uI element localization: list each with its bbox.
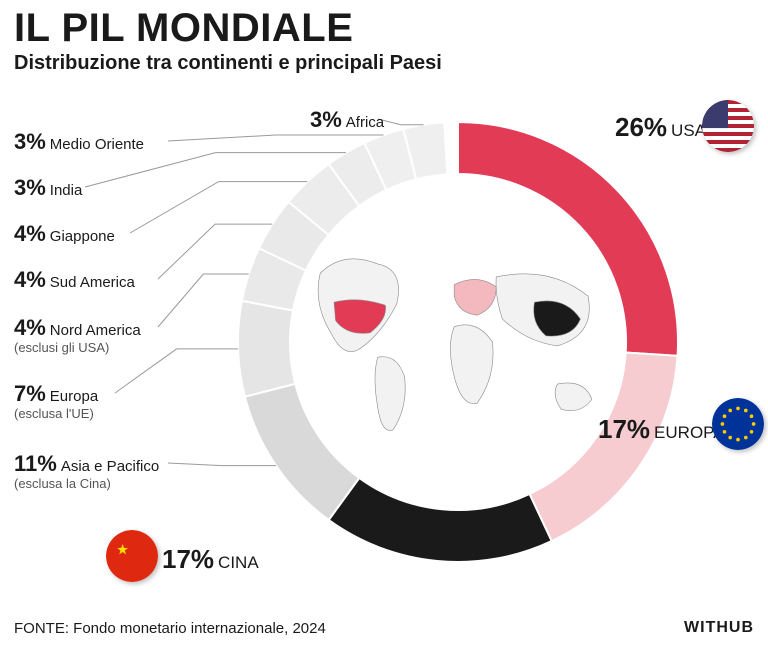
pct-value: 4%	[14, 221, 46, 246]
pct-name: CINA	[218, 553, 259, 572]
pct-name: Medio Oriente	[50, 136, 144, 153]
pct-value: 3%	[14, 129, 46, 154]
pct-value: 4%	[14, 267, 46, 292]
pct-name: Europa	[50, 388, 98, 405]
small-label-africa: 3%Africa	[310, 108, 384, 132]
small-label-sudam: 4%Sud America	[14, 268, 135, 292]
leader-line	[158, 274, 249, 327]
pct-name: Africa	[346, 114, 384, 131]
big-label-cina: 17%CINA	[162, 544, 259, 575]
pct-value: 7%	[14, 381, 46, 406]
page-subtitle: Distribuzione tra continenti e principal…	[14, 52, 442, 75]
small-label-giappone: 4%Giappone	[14, 222, 115, 246]
pct-name: Nord America	[50, 322, 141, 339]
flag-usa-icon	[702, 100, 754, 152]
small-label-india: 3%India	[14, 176, 82, 200]
pct-name: Asia e Pacifico	[61, 458, 159, 475]
pct-note: (esclusa l'UE)	[14, 406, 94, 421]
big-label-usa: 26%USA	[615, 112, 706, 143]
pct-name: USA	[671, 121, 706, 140]
pct-value: 17%	[598, 414, 650, 444]
flag-eu-icon	[712, 398, 764, 450]
small-label-nordam: 4%Nord America(esclusi gli USA)	[14, 316, 141, 357]
pct-value: 26%	[615, 112, 667, 142]
pct-value: 11%	[14, 451, 57, 476]
pct-name: Sud America	[50, 274, 135, 291]
pct-value: 3%	[14, 175, 46, 200]
source-text: FONTE: Fondo monetario internazionale, 2…	[14, 620, 326, 637]
pct-value: 4%	[14, 315, 46, 340]
pct-value: 3%	[310, 107, 342, 132]
small-label-asiapac: 11%Asia e Pacifico(esclusa la Cina)	[14, 452, 159, 493]
pct-value: 17%	[162, 544, 214, 574]
pct-note: (esclusi gli USA)	[14, 340, 109, 355]
small-label-medor: 3%Medio Oriente	[14, 130, 144, 154]
page-title: IL PIL MONDIALE	[14, 6, 353, 51]
pct-name: Giappone	[50, 228, 115, 245]
world-map	[305, 210, 611, 474]
brand-text: WITHUB	[684, 619, 754, 637]
pct-name: India	[50, 182, 83, 199]
donut-slice	[329, 478, 552, 562]
donut-slice	[238, 301, 295, 397]
small-label-eu-non-ue: 7%Europa(esclusa l'UE)	[14, 382, 98, 423]
pct-note: (esclusa la Cina)	[14, 476, 111, 491]
flag-china-icon	[106, 530, 158, 582]
big-label-europa: 17%EUROPA	[598, 414, 725, 445]
